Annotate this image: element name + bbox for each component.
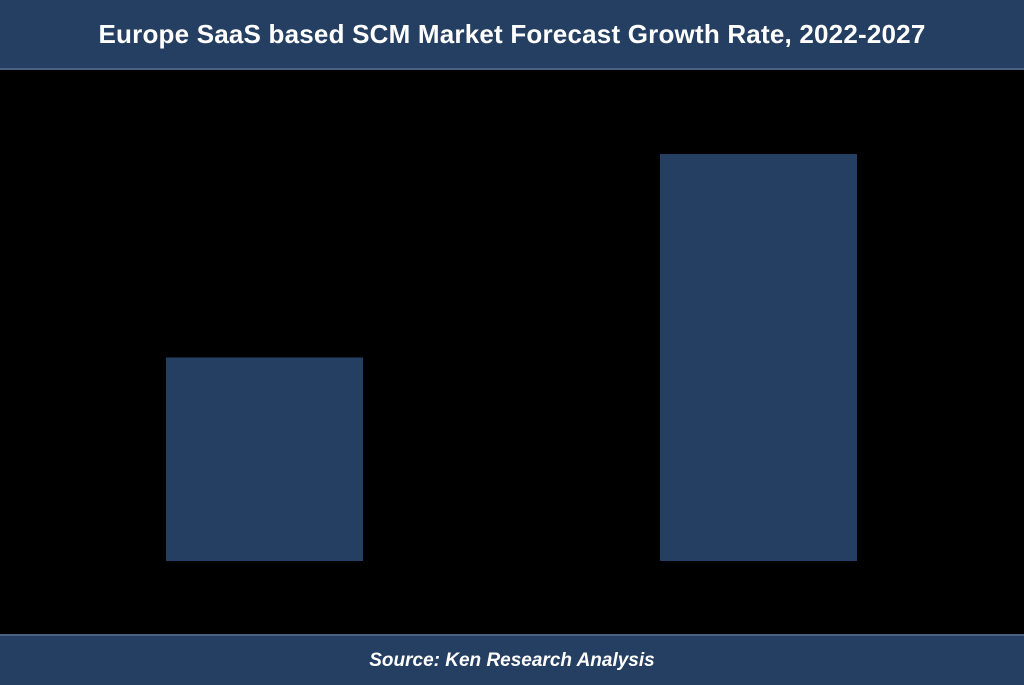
chart-title: Europe SaaS based SCM Market Forecast Gr… [98,18,926,49]
title-banner: Europe SaaS based SCM Market Forecast Gr… [0,0,1024,70]
source-note: Source: Ken Research Analysis [369,649,655,671]
bar-chart [166,154,857,561]
bar-2 [660,154,857,561]
bar-1 [166,357,363,561]
bar-series [166,154,857,561]
source-banner: Source: Ken Research Analysis [0,634,1024,685]
